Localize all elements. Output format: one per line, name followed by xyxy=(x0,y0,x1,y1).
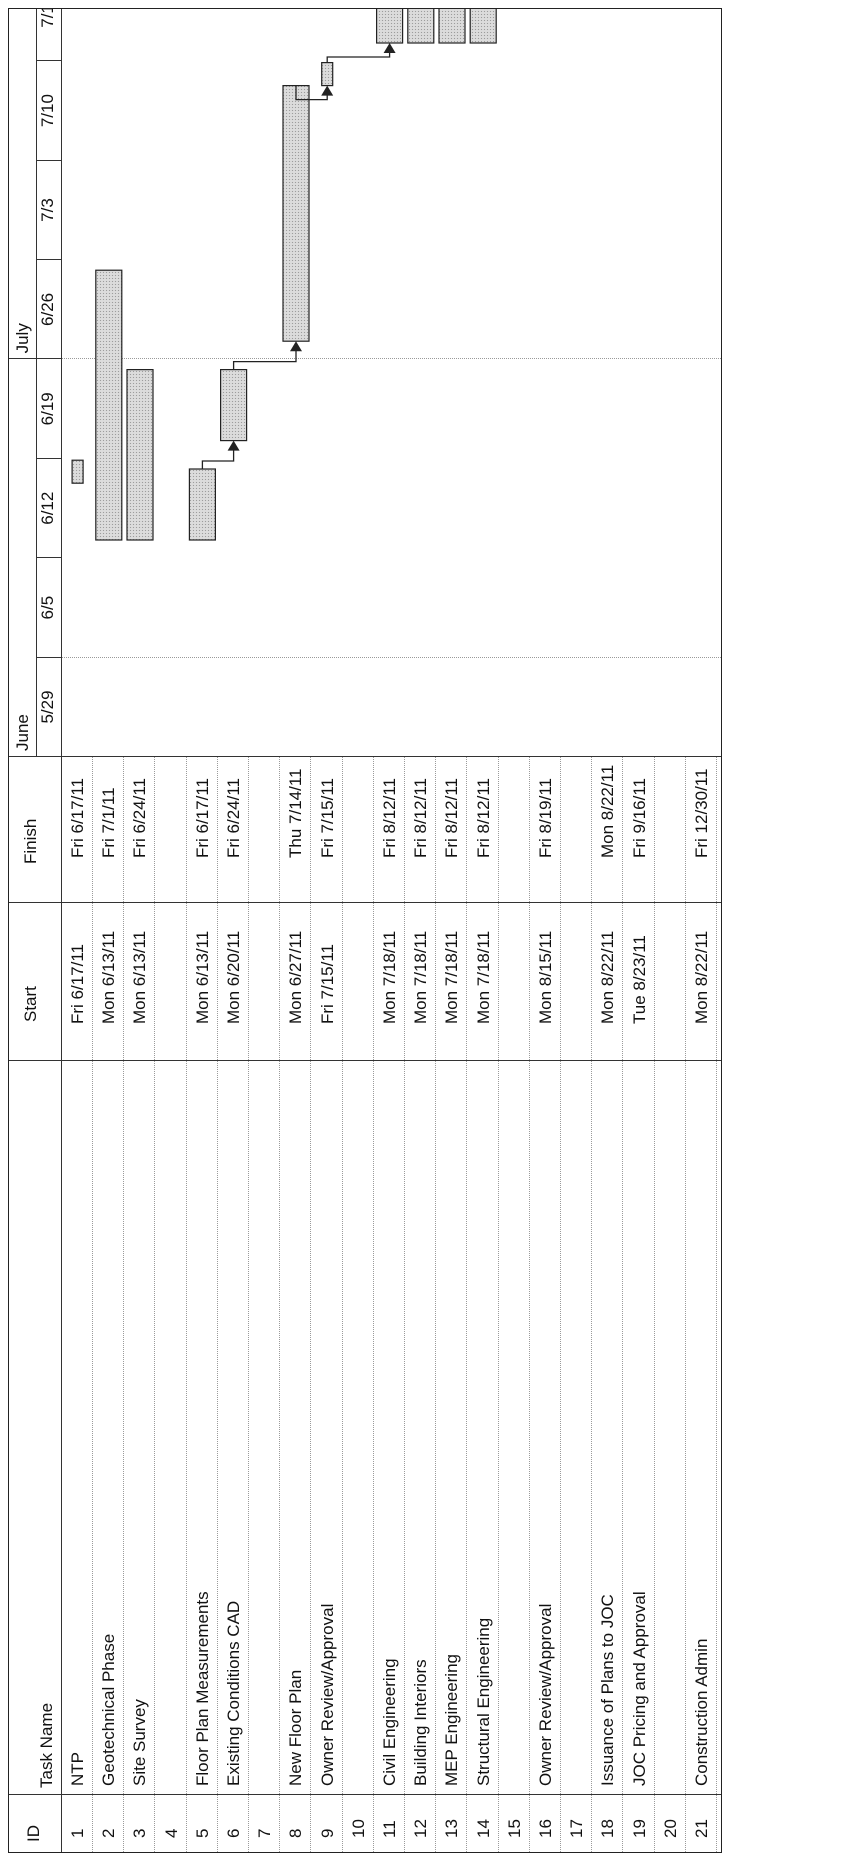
dependency-arrowhead xyxy=(227,440,240,451)
task-bar xyxy=(321,61,334,87)
gantt-frame: ID Task Name Start Finish 1 NTP Fri 6/17/1… xyxy=(8,8,722,1853)
task-bar xyxy=(438,8,466,44)
dependency-line xyxy=(201,446,235,469)
dependency-line xyxy=(326,49,391,63)
task-bar xyxy=(376,8,404,44)
dependency-line xyxy=(232,347,297,370)
dependency-arrowhead xyxy=(321,85,334,96)
task-bar xyxy=(126,369,154,541)
dependency-arrowhead xyxy=(383,43,396,53)
task-bar xyxy=(469,8,497,44)
task-bar xyxy=(71,459,84,484)
gantt-bars xyxy=(71,8,497,541)
dependency-arrowhead xyxy=(290,341,302,352)
task-bar xyxy=(95,269,123,541)
task-bar xyxy=(282,84,310,342)
task-bar xyxy=(188,468,216,541)
task-bar xyxy=(407,8,435,44)
task-bar xyxy=(220,368,248,442)
